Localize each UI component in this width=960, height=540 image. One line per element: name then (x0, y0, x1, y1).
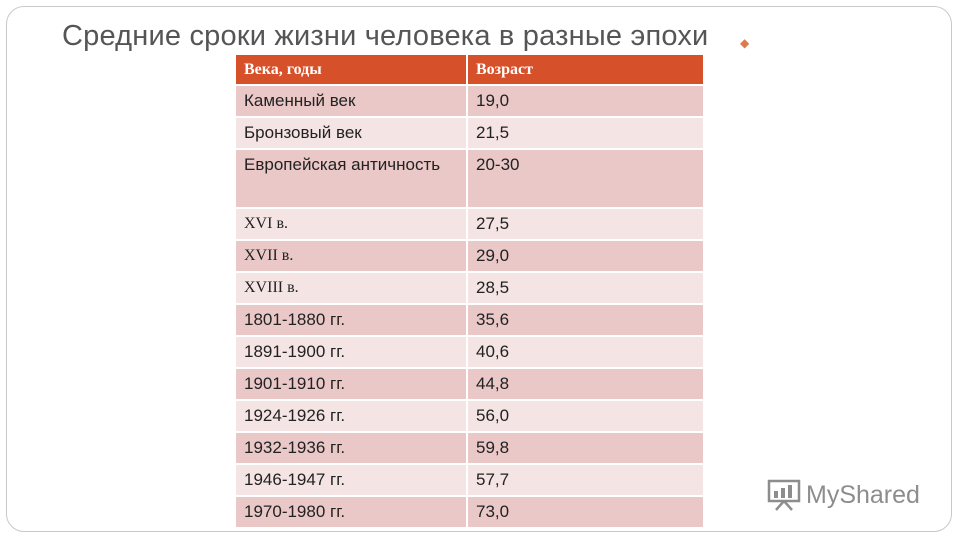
table-row: Бронзовый век 21,5 (236, 116, 703, 149)
table-row: 1891-1900 гг. 40,6 (236, 335, 703, 368)
cell-age: 57,7 (467, 463, 703, 496)
title-bullet-icon: ◆ (740, 36, 750, 50)
cell-era: XVII в. (236, 239, 468, 272)
header-age: Возраст (467, 55, 703, 85)
table-row: 1901-1910 гг. 44,8 (236, 367, 703, 400)
table-row: XVI в. 27,5 (236, 207, 703, 240)
cell-age: 40,6 (467, 335, 703, 368)
watermark-text: MyShared (806, 480, 920, 509)
table-row: Европейская античность 20-30 (236, 148, 703, 208)
cell-era: 1801-1880 гг. (236, 303, 468, 336)
cell-era: 1946-1947 гг. (236, 463, 468, 496)
cell-era: 1924-1926 гг. (236, 399, 468, 432)
presentation-board-icon (767, 479, 801, 511)
table-row: 1946-1947 гг. 57,7 (236, 463, 703, 496)
cell-age: 29,0 (467, 239, 703, 272)
cell-age: 27,5 (467, 207, 703, 240)
cell-age: 73,0 (467, 495, 703, 527)
cell-era: Каменный век (236, 84, 468, 117)
cell-age: 19,0 (467, 84, 703, 117)
cell-age: 56,0 (467, 399, 703, 432)
cell-era: Бронзовый век (236, 116, 468, 149)
cell-era: 1970-1980 гг. (236, 495, 468, 527)
cell-era: Европейская античность (236, 148, 468, 208)
table-header-row: Века, годы Возраст (236, 55, 703, 85)
cell-age: 20-30 (467, 148, 703, 208)
cell-era: XVIII в. (236, 271, 468, 304)
cell-age: 59,8 (467, 431, 703, 464)
cell-age: 28,5 (467, 271, 703, 304)
life-expectancy-table: Века, годы Возраст Каменный век 19,0 Бро… (236, 55, 703, 527)
cell-age: 35,6 (467, 303, 703, 336)
table-row: XVIII в. 28,5 (236, 271, 703, 304)
myshared-watermark: MyShared (766, 478, 920, 512)
table-row: XVII в. 29,0 (236, 239, 703, 272)
table-row: 1932-1936 гг. 59,8 (236, 431, 703, 464)
cell-era: 1901-1910 гг. (236, 367, 468, 400)
slide-title: Средние сроки жизни человека в разные эп… (62, 20, 709, 52)
cell-era: XVI в. (236, 207, 468, 240)
cell-age: 21,5 (467, 116, 703, 149)
table-row: Каменный век 19,0 (236, 84, 703, 117)
cell-era: 1932-1936 гг. (236, 431, 468, 464)
table-row: 1970-1980 гг. 73,0 (236, 495, 703, 527)
table-row: 1924-1926 гг. 56,0 (236, 399, 703, 432)
cell-era: 1891-1900 гг. (236, 335, 468, 368)
cell-age: 44,8 (467, 367, 703, 400)
table-row: 1801-1880 гг. 35,6 (236, 303, 703, 336)
header-era: Века, годы (236, 55, 468, 85)
